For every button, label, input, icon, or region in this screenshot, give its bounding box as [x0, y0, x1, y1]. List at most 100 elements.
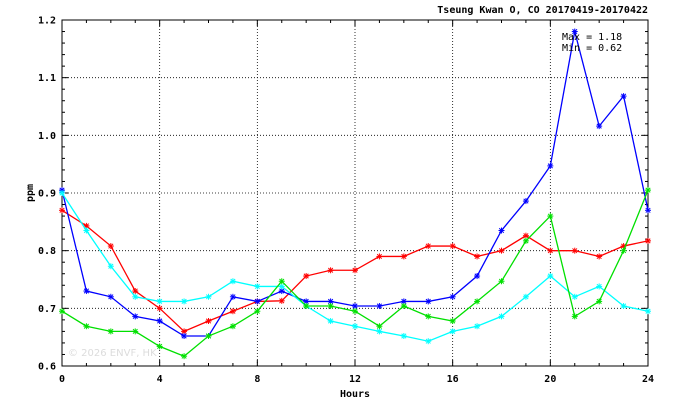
data-point: [156, 298, 163, 305]
data-point: [181, 298, 188, 305]
data-point-stroke: [474, 298, 480, 305]
data-point-stroke: [230, 323, 236, 329]
data-point-stroke: [572, 248, 578, 254]
data-point-stroke: [157, 305, 163, 311]
data-point: [156, 343, 163, 350]
data-point: [425, 338, 432, 345]
data-point: [474, 298, 481, 305]
data-point-stroke: [572, 313, 578, 320]
data-point-stroke: [327, 318, 334, 324]
data-point-stroke: [230, 278, 236, 284]
data-point-stroke: [645, 187, 651, 193]
y-tick-label: 0.8: [38, 246, 56, 257]
data-point: [107, 243, 114, 250]
data-point-stroke: [279, 278, 285, 284]
data-point-stroke: [279, 298, 285, 304]
data-point: [59, 207, 65, 214]
data-point-stroke: [523, 238, 529, 244]
y-tick-label: 1.1: [38, 73, 56, 84]
data-point: [352, 303, 358, 310]
data-point: [352, 323, 358, 330]
data-point: [571, 247, 578, 254]
data-point: [547, 162, 554, 169]
data-point-stroke: [157, 298, 163, 305]
data-point: [498, 278, 505, 285]
x-tick-label: 4: [157, 374, 163, 385]
data-point-stroke: [498, 248, 505, 254]
data-point: [547, 213, 554, 220]
data-point: [59, 190, 65, 196]
data-point: [596, 298, 603, 305]
data-point-stroke: [181, 333, 187, 339]
data-point-stroke: [474, 323, 480, 329]
min-annotation: Min = 0.62: [562, 43, 622, 54]
data-point: [498, 313, 505, 320]
data-point-stroke: [376, 253, 383, 260]
data-point: [254, 283, 261, 290]
data-point: [498, 247, 505, 254]
data-point-stroke: [474, 273, 480, 279]
data-point-stroke: [450, 243, 456, 249]
x-tick-label: 16: [447, 374, 459, 385]
x-tick-label: 12: [349, 374, 361, 385]
data-point: [596, 123, 603, 130]
data-point-stroke: [108, 263, 114, 269]
series-3: [59, 190, 651, 345]
data-point: [229, 323, 236, 330]
series-1: [59, 207, 651, 335]
y-axis-label: ppm: [25, 184, 36, 202]
data-point: [254, 308, 261, 315]
data-point: [400, 333, 407, 340]
data-point: [596, 283, 603, 290]
data-point: [303, 303, 310, 310]
data-point: [522, 293, 529, 300]
data-point-stroke: [401, 298, 407, 305]
data-point-stroke: [547, 213, 553, 219]
data-point-stroke: [181, 353, 187, 359]
data-point-stroke: [401, 333, 407, 339]
data-point: [376, 303, 383, 310]
data-point-stroke: [425, 243, 431, 249]
data-point: [327, 303, 334, 310]
x-tick-label: 24: [642, 374, 654, 385]
data-point-stroke: [83, 323, 90, 329]
data-point-stroke: [279, 288, 285, 294]
data-point-stroke: [279, 283, 285, 290]
data-point: [522, 232, 529, 239]
data-point: [425, 243, 432, 250]
data-point-stroke: [645, 308, 651, 314]
data-point-stroke: [108, 243, 114, 249]
data-point-stroke: [450, 318, 456, 324]
data-point-stroke: [132, 313, 138, 320]
data-point-stroke: [59, 190, 65, 196]
data-point: [107, 328, 114, 335]
data-point-stroke: [645, 238, 651, 244]
data-point-stroke: [59, 207, 65, 213]
data-point: [449, 318, 456, 325]
data-point: [571, 293, 578, 300]
data-point-stroke: [596, 298, 602, 305]
data-point: [229, 293, 236, 300]
data-point-stroke: [230, 294, 236, 300]
data-point: [425, 298, 432, 305]
data-point-stroke: [425, 298, 431, 305]
data-point: [107, 263, 114, 270]
data-point-stroke: [132, 294, 138, 300]
data-point: [449, 293, 456, 300]
data-point-stroke: [620, 93, 627, 99]
data-point-stroke: [450, 294, 456, 300]
data-point-stroke: [425, 313, 431, 320]
data-point: [400, 253, 407, 260]
data-point-stroke: [132, 288, 138, 294]
max-annotation: Max = 1.18: [562, 32, 622, 43]
data-point: [205, 333, 212, 340]
data-point-stroke: [327, 267, 334, 273]
data-point-stroke: [157, 318, 163, 324]
series-4: [59, 187, 651, 360]
data-point-stroke: [645, 207, 651, 213]
data-point-stroke: [596, 283, 602, 290]
data-point: [327, 318, 334, 325]
data-point-stroke: [303, 298, 309, 305]
data-point: [107, 293, 114, 300]
x-tick-label: 20: [544, 374, 556, 385]
